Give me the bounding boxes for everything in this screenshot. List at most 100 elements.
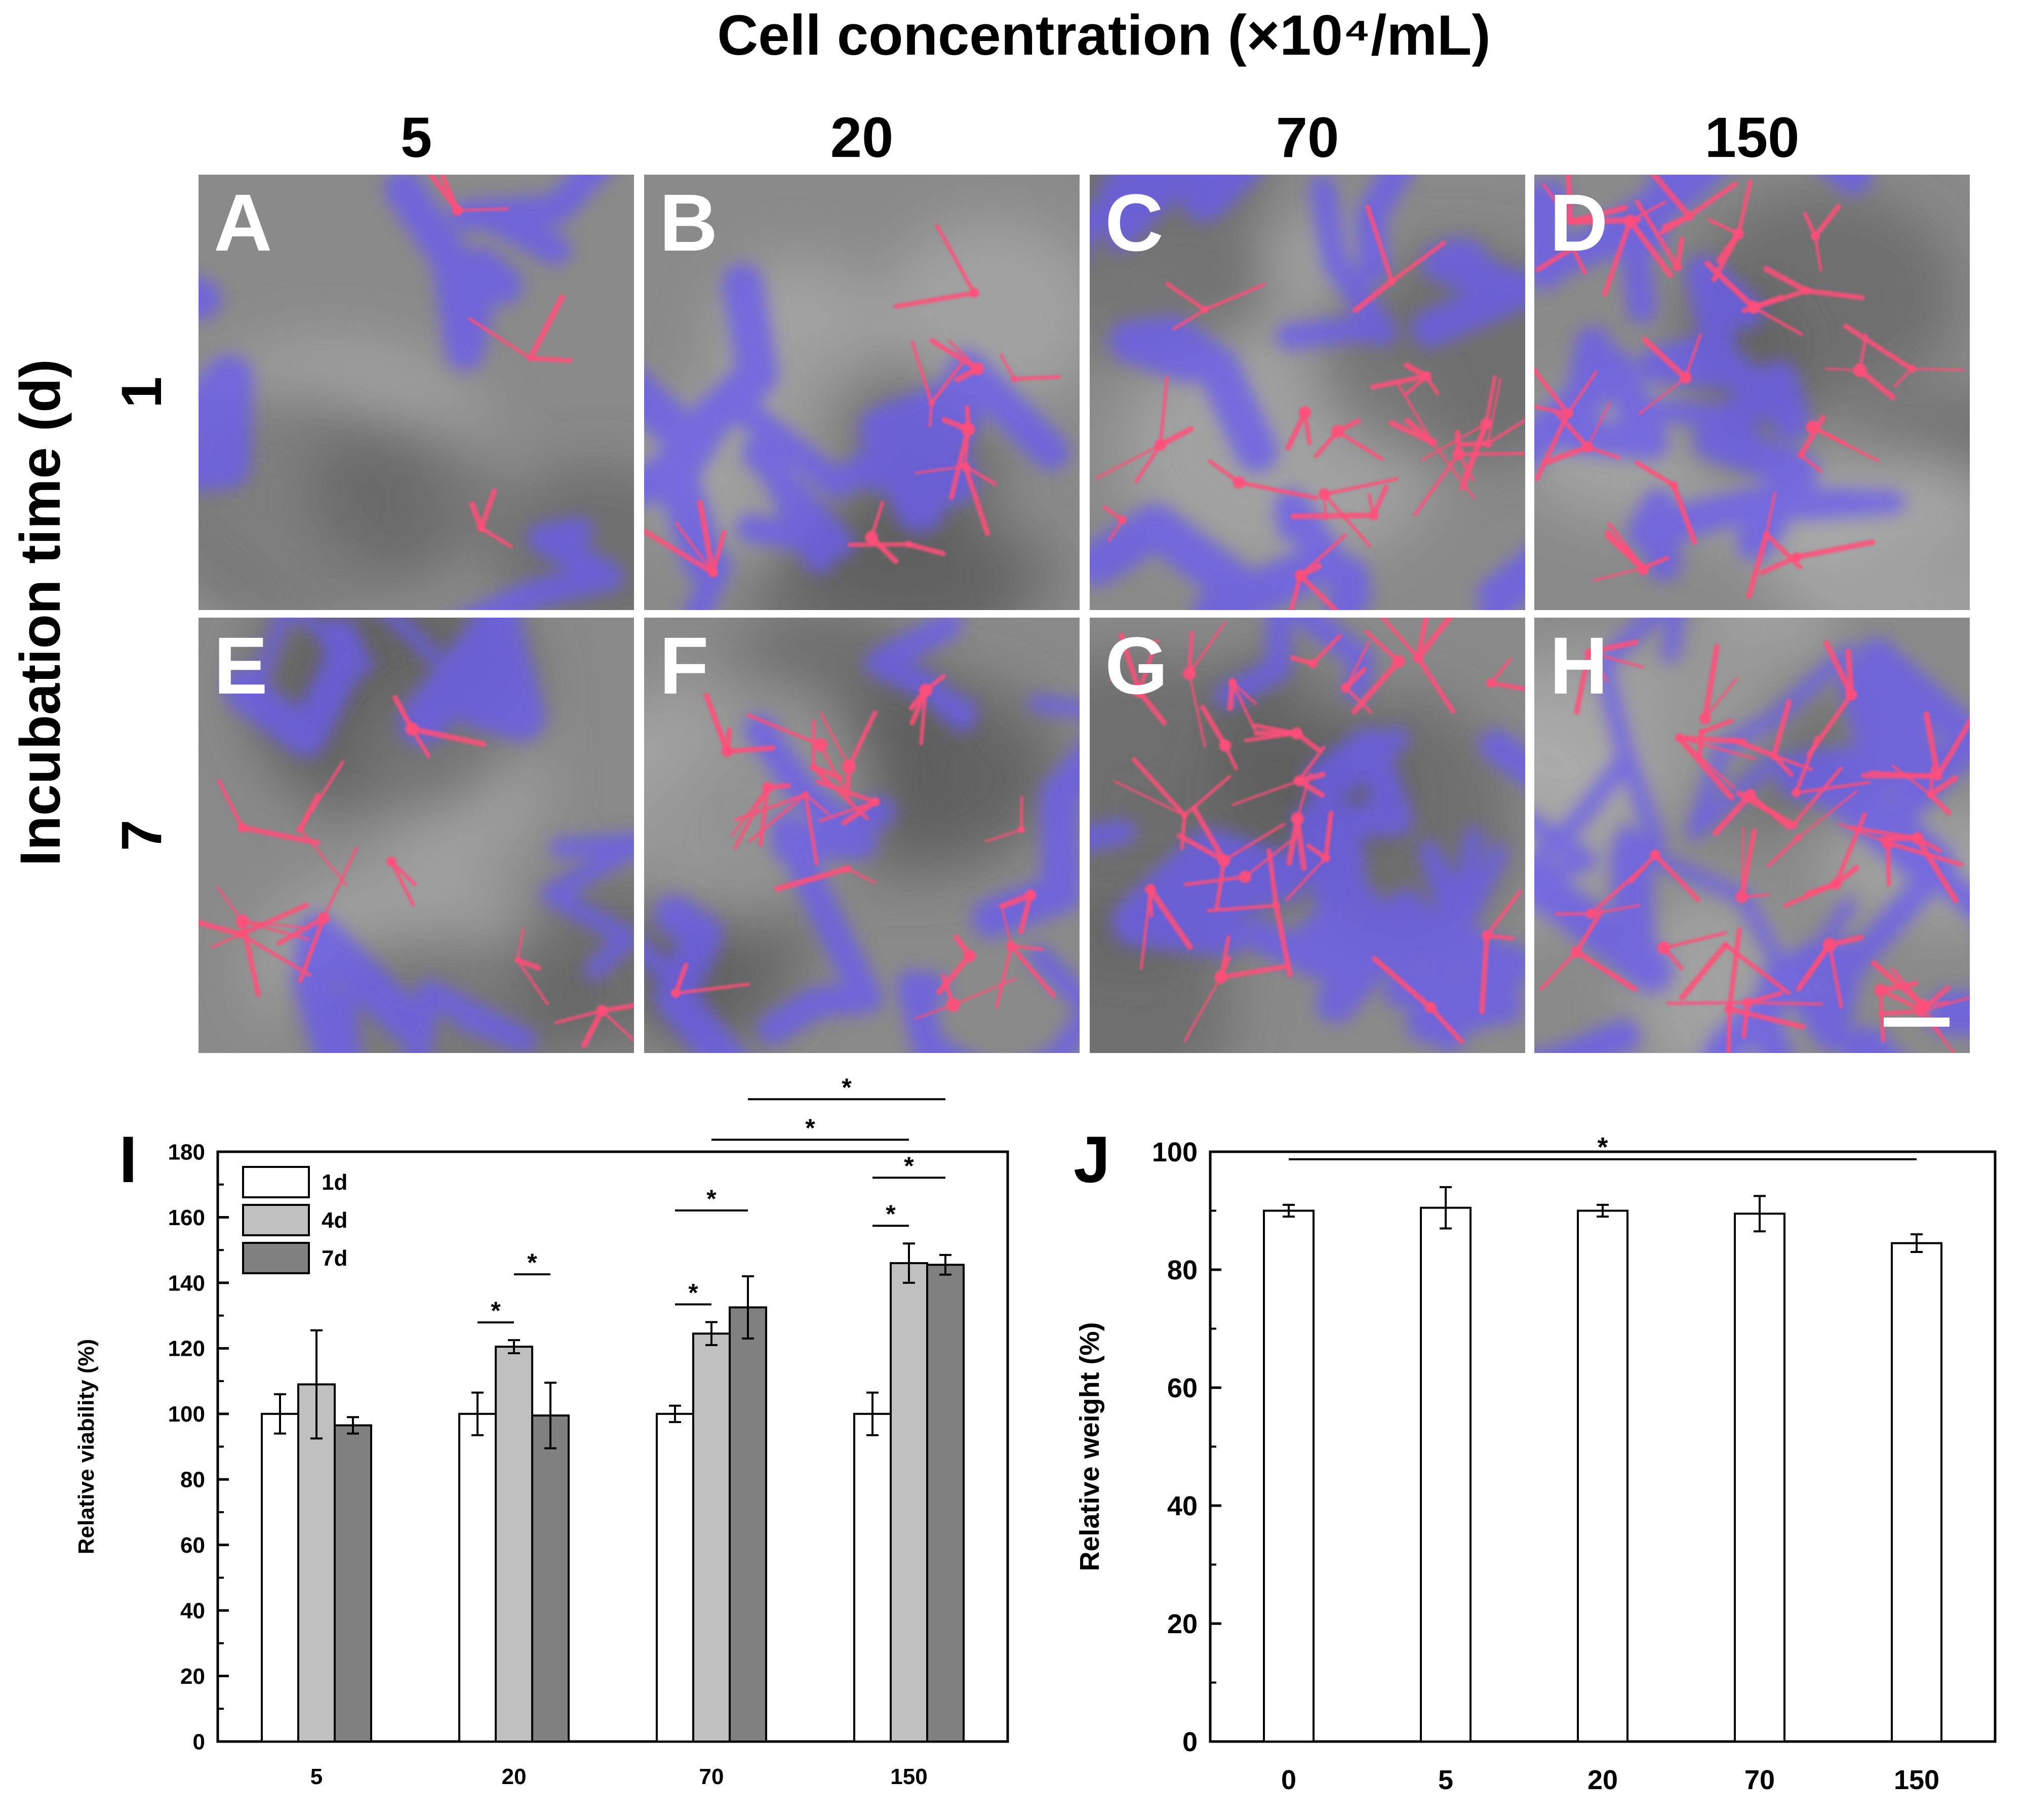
cell-body xyxy=(1933,772,1942,781)
cell-body xyxy=(514,956,521,963)
significance-star: * xyxy=(1597,1132,1608,1162)
cell-body xyxy=(1298,406,1312,419)
cell-body xyxy=(236,930,245,939)
cell-process xyxy=(515,957,541,971)
cell-process xyxy=(936,953,973,995)
cell-process xyxy=(1489,658,1512,685)
cell-process xyxy=(1803,288,1865,301)
cell-process xyxy=(217,779,244,830)
cell-body xyxy=(813,738,827,752)
cell-process xyxy=(1298,534,1347,578)
cell-process xyxy=(1428,1005,1464,1044)
legend-swatch xyxy=(242,1204,310,1236)
cell-body xyxy=(1822,938,1837,952)
cell-process xyxy=(1159,376,1169,447)
cell-process xyxy=(1479,933,1490,1015)
viability-chart: 02040608010012014016018052070150Cell con… xyxy=(74,1073,1009,1789)
scaffold-strand xyxy=(1542,326,1669,460)
bar xyxy=(1891,1242,1942,1743)
cell-body xyxy=(1290,727,1303,740)
cell-process xyxy=(1206,904,1278,913)
bar xyxy=(458,1412,497,1743)
cell-process xyxy=(1534,405,1570,416)
cell-process xyxy=(456,207,509,212)
y-axis-title: Relative viability (%) xyxy=(74,1339,99,1554)
cell-body xyxy=(1308,659,1318,668)
cell-process xyxy=(935,224,976,295)
scaffold-strand xyxy=(399,618,546,746)
cell-process xyxy=(1554,410,1590,450)
cell-body xyxy=(1733,228,1744,239)
cell-process xyxy=(1289,573,1303,610)
panel-letter: I xyxy=(119,1122,137,1196)
cell-body xyxy=(452,205,463,216)
y-tick-label: 40 xyxy=(180,1599,205,1624)
row-label: 1 xyxy=(110,377,173,408)
y-tick-label: 0 xyxy=(1182,1727,1198,1757)
cell-process xyxy=(1137,639,1159,694)
cell-process xyxy=(1310,634,1342,666)
cell-process xyxy=(1741,1000,1750,1038)
cell-body xyxy=(1746,300,1761,314)
cell-process xyxy=(1686,181,1738,219)
cell-process xyxy=(1534,411,1571,481)
cell-process xyxy=(241,920,302,928)
cell-body xyxy=(317,912,330,924)
cell-body xyxy=(1428,438,1437,447)
cell-body xyxy=(1340,682,1351,693)
row-label: 7 xyxy=(110,820,173,851)
cell-process xyxy=(906,542,946,556)
cell-body xyxy=(1586,908,1597,919)
cell-process xyxy=(1095,443,1162,479)
cell-process xyxy=(995,944,1013,1008)
cell-body xyxy=(1791,788,1801,797)
scaffold-strand xyxy=(736,438,855,575)
cell-body xyxy=(928,400,935,407)
cell-process xyxy=(1165,281,1207,312)
scaffold-strand xyxy=(1638,255,1764,390)
bar xyxy=(729,1306,767,1743)
cell-process xyxy=(1176,833,1226,863)
cell-process xyxy=(962,463,990,536)
cell-body xyxy=(963,949,976,962)
y-tick-label: 0 xyxy=(193,1729,205,1754)
scaffold-strand xyxy=(540,833,634,981)
scaffold-strand xyxy=(972,742,1080,939)
scaffold-strand xyxy=(404,979,537,1053)
scaffold-region xyxy=(1534,175,1905,582)
cell-process xyxy=(1697,730,1704,760)
cell-process xyxy=(1231,681,1257,705)
scaffold-strand xyxy=(198,354,253,491)
y-tick-label: 20 xyxy=(1167,1609,1198,1639)
cell-process xyxy=(1188,672,1206,748)
cell-body xyxy=(1017,826,1025,833)
cell-process xyxy=(1602,218,1633,297)
cell-process xyxy=(1746,532,1769,599)
cell-body xyxy=(1874,984,1887,997)
cell-body xyxy=(1670,481,1678,490)
cell-body xyxy=(1219,739,1232,752)
cell-process xyxy=(1253,730,1299,736)
cell-process xyxy=(1574,650,1592,715)
cell-process xyxy=(440,175,460,213)
cell-process xyxy=(1335,429,1384,461)
cell-process xyxy=(1227,679,1236,711)
cell-process xyxy=(730,786,769,837)
y-tick-label: 160 xyxy=(168,1205,205,1230)
cell-process xyxy=(1919,996,1970,1013)
column-header: Cell concentration (×10⁴/mL) xyxy=(717,4,1490,67)
micrograph-panel: B xyxy=(644,175,1080,610)
cell-process xyxy=(210,933,242,949)
scaffold-strand xyxy=(1274,489,1371,610)
bar xyxy=(890,1262,928,1743)
cell-body xyxy=(527,355,534,361)
cell-process xyxy=(1812,204,1841,239)
scaffold-region xyxy=(225,618,634,1053)
scaffold-strand xyxy=(450,175,610,266)
cell-process xyxy=(1542,183,1572,223)
cell-process xyxy=(216,886,244,923)
scaffold-strand xyxy=(1090,175,1197,252)
bar xyxy=(531,1414,570,1743)
y-tick-label: 80 xyxy=(1167,1255,1198,1285)
cell-process xyxy=(1415,655,1456,714)
